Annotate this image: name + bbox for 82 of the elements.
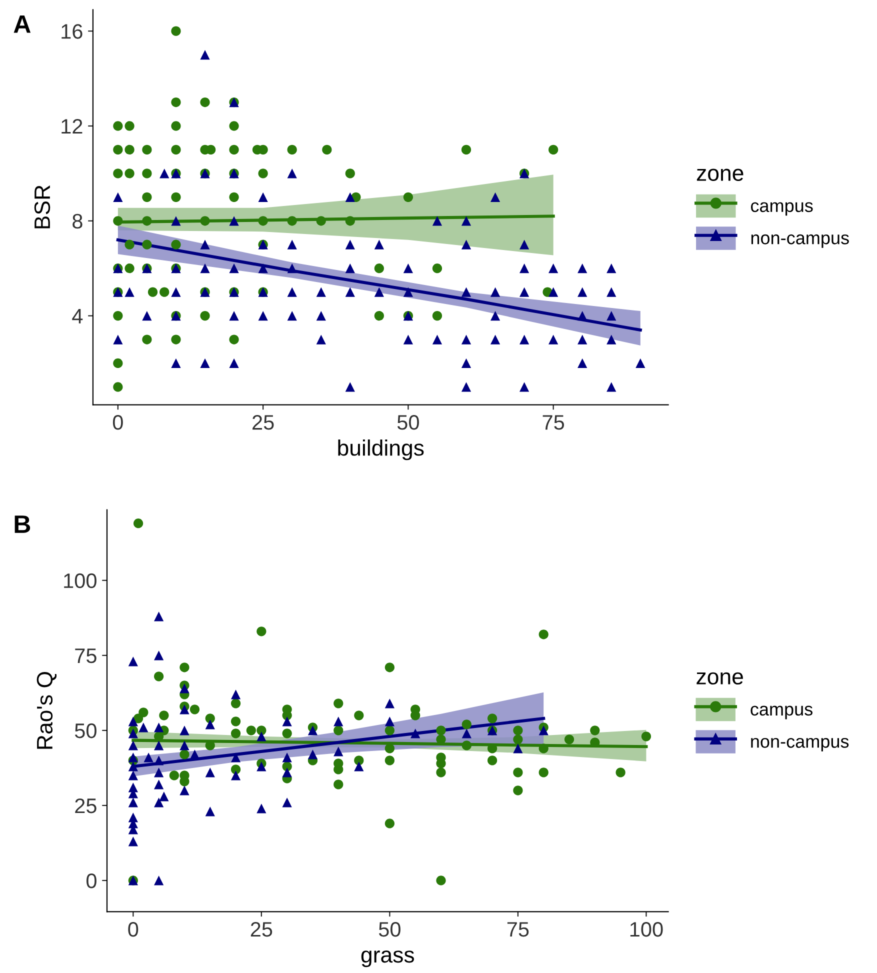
point xyxy=(282,752,292,762)
point xyxy=(180,684,190,694)
point xyxy=(128,836,138,846)
point xyxy=(159,792,169,802)
y-tick-label: 0 xyxy=(86,873,96,888)
y-tick-label: 100 xyxy=(64,573,96,588)
x-tick-label: 50 xyxy=(378,922,400,937)
point xyxy=(180,726,190,736)
x-axis-title: buildings xyxy=(338,439,424,460)
x-tick-label: 0 xyxy=(128,922,138,937)
chart-title: A xyxy=(14,16,31,33)
point xyxy=(256,732,266,742)
point xyxy=(230,690,241,700)
point xyxy=(128,728,138,738)
y-tick-label: 50 xyxy=(74,723,96,738)
point xyxy=(410,728,420,738)
point xyxy=(128,762,138,772)
point xyxy=(154,722,164,732)
x-axis-title: grass xyxy=(361,950,414,968)
point xyxy=(462,728,472,738)
x-tick-label: 0 xyxy=(112,415,123,430)
line-series xyxy=(116,238,642,332)
point xyxy=(154,650,164,660)
y-tick-label: 12 xyxy=(62,118,82,134)
point xyxy=(154,612,164,622)
y-tick-label: 75 xyxy=(75,648,96,664)
point xyxy=(180,786,190,796)
point xyxy=(128,798,138,808)
point xyxy=(128,752,138,762)
x-tick-label: 100 xyxy=(630,922,663,937)
legend-label: non-campus xyxy=(751,738,849,752)
point xyxy=(230,752,241,762)
point xyxy=(308,750,318,760)
point xyxy=(384,698,394,708)
chart-title: B xyxy=(14,516,30,533)
point xyxy=(128,656,138,666)
point xyxy=(128,716,138,726)
legend-label: campus xyxy=(750,706,812,720)
x-tick-label: 75 xyxy=(542,415,564,430)
x-tick-label: 75 xyxy=(507,922,529,937)
point xyxy=(334,746,344,756)
point xyxy=(334,716,344,726)
point xyxy=(256,762,266,772)
y-tick-label: 25 xyxy=(75,798,96,814)
point xyxy=(205,768,215,778)
point xyxy=(138,722,148,732)
point xyxy=(190,750,200,760)
point xyxy=(282,798,292,808)
legend-title: zone xyxy=(696,168,744,181)
x-tick-label: 25 xyxy=(250,922,272,937)
point xyxy=(538,726,548,736)
point xyxy=(384,716,394,726)
point xyxy=(128,740,138,750)
point xyxy=(154,756,164,766)
point xyxy=(180,704,190,714)
point xyxy=(205,806,215,816)
point xyxy=(154,798,164,808)
point xyxy=(282,768,292,778)
point xyxy=(180,740,190,750)
legend-label: campus xyxy=(750,202,813,216)
y-tick-label: 16 xyxy=(62,24,82,39)
x-tick-label: 50 xyxy=(397,415,419,430)
point xyxy=(128,770,138,780)
point xyxy=(154,780,164,790)
point xyxy=(154,876,164,886)
point xyxy=(230,770,241,780)
y-tick-label: 8 xyxy=(72,214,82,229)
point xyxy=(282,716,292,726)
y-axis-title: Rao's Q xyxy=(36,672,57,749)
point xyxy=(144,752,154,762)
point xyxy=(154,768,164,778)
legend-label: non-campus xyxy=(751,234,849,248)
point xyxy=(354,762,364,772)
x-tick-label: 25 xyxy=(252,415,274,430)
point xyxy=(154,740,164,750)
y-tick-label: 4 xyxy=(72,309,83,324)
legend-title: zone xyxy=(696,672,743,685)
point xyxy=(513,744,523,754)
point xyxy=(205,720,215,730)
point xyxy=(308,726,318,736)
y-axis-title: BSR xyxy=(34,185,50,228)
point xyxy=(256,804,266,814)
